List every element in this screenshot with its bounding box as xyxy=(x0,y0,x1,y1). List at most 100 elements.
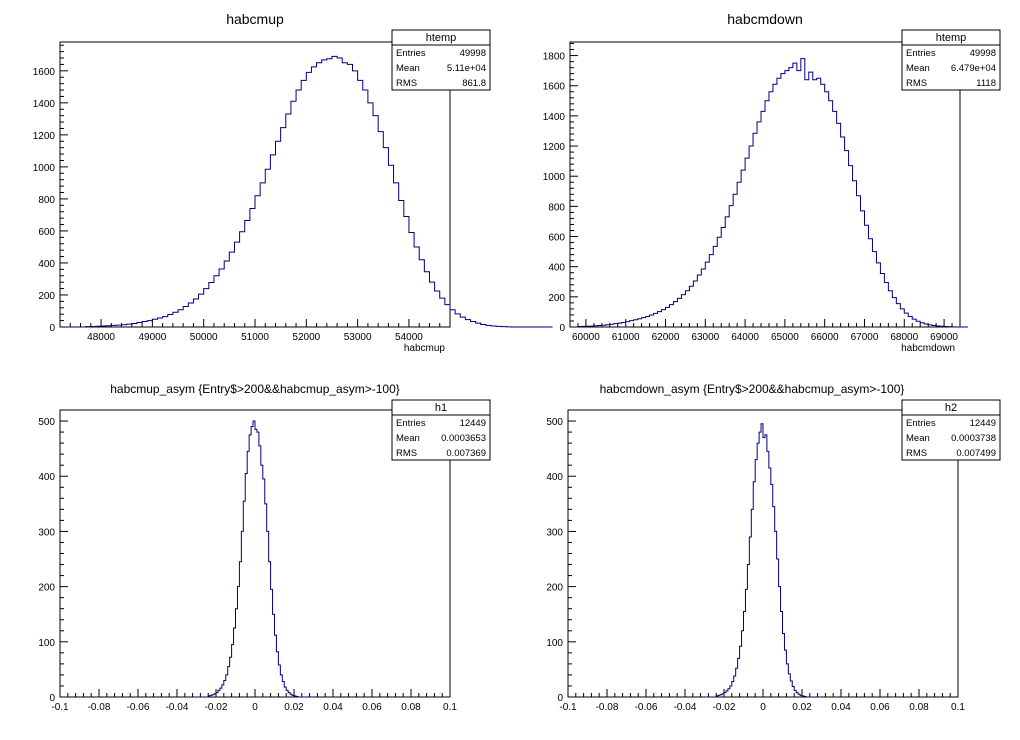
stats-label: Entries xyxy=(906,48,936,59)
stats-box-frame xyxy=(901,29,1001,91)
y-tick-label: 200 xyxy=(38,291,55,302)
x-tick-label: 0.1 xyxy=(951,702,965,713)
stats-value: 0.0003738 xyxy=(951,433,996,444)
x-tick-label: 0.04 xyxy=(323,702,343,713)
y-tick-label: 1400 xyxy=(543,112,566,123)
y-tick-label: 1200 xyxy=(543,142,566,153)
x-tick-label: 49000 xyxy=(138,332,166,343)
stats-label: Entries xyxy=(396,48,426,59)
y-tick-label: 1800 xyxy=(543,52,566,63)
x-tick-label: 69000 xyxy=(930,332,958,343)
stats-name: h1 xyxy=(435,402,447,414)
plot-frame xyxy=(569,41,961,328)
x-tick-label: 0.08 xyxy=(909,702,929,713)
y-tick-label: 1000 xyxy=(33,163,56,174)
histogram-line xyxy=(60,55,553,328)
x-tick-label: 66000 xyxy=(811,332,839,343)
y-tick-label: 800 xyxy=(38,195,55,206)
x-tick-label: 54000 xyxy=(395,332,423,343)
y-tick-label: 200 xyxy=(548,293,565,304)
y-tick-label: 800 xyxy=(548,202,565,213)
stats-box: h1 Entries 12449 Mean 0.0003653 RMS 0.007369 xyxy=(391,399,491,461)
stats-label: Mean xyxy=(906,433,930,444)
x-tick-label: -0.04 xyxy=(674,702,697,713)
stats-value: 12449 xyxy=(970,418,996,429)
chart-panel-4: habcmdown_asym {Entry$>200&&habcmup_asym… xyxy=(546,382,1001,713)
stats-label: RMS xyxy=(906,78,927,89)
y-tick-label: 400 xyxy=(38,259,55,270)
y-tick-label: 600 xyxy=(548,233,565,244)
x-tick-label: -0.02 xyxy=(713,702,736,713)
y-tick-label: 500 xyxy=(38,417,55,428)
histogram-line xyxy=(570,58,968,328)
stats-value: 1118 xyxy=(976,78,996,89)
x-tick-label: 0.06 xyxy=(870,702,890,713)
chart-title: habcmup_asym {Entry$>200&&habcmup_asym>-… xyxy=(110,382,400,396)
chart-panel-3: habcmup_asym {Entry$>200&&habcmup_asym>-… xyxy=(38,382,491,713)
x-tick-label: 62000 xyxy=(652,332,680,343)
stats-box-frame xyxy=(391,399,491,461)
stats-name: h2 xyxy=(945,402,957,414)
x-tick-label: -0.04 xyxy=(166,702,189,713)
chart-title: habcmdown xyxy=(727,11,803,27)
y-tick-label: 600 xyxy=(38,227,55,238)
y-tick-label: 0 xyxy=(49,323,55,334)
histogram-line xyxy=(196,420,314,698)
chart-title: habcmup xyxy=(226,11,284,27)
y-tick-label: 0 xyxy=(559,323,565,334)
y-tick-label: 100 xyxy=(546,638,563,649)
x-tick-label: 0.06 xyxy=(362,702,382,713)
y-tick-label: 500 xyxy=(546,417,563,428)
histogram-line xyxy=(704,423,822,698)
y-tick-label: 1200 xyxy=(33,131,56,142)
x-tick-label: -0.1 xyxy=(559,702,577,713)
y-tick-label: 200 xyxy=(38,583,55,594)
stats-value: 0.007369 xyxy=(446,448,486,459)
x-axis-label: habcmdown xyxy=(901,343,955,354)
stats-value: 12449 xyxy=(460,418,486,429)
stats-label: RMS xyxy=(396,448,417,459)
stats-label: RMS xyxy=(906,448,927,459)
x-tick-label: 61000 xyxy=(612,332,640,343)
x-tick-label: -0.08 xyxy=(88,702,111,713)
y-tick-label: 1600 xyxy=(33,67,56,78)
stats-box: h2 Entries 12449 Mean 0.0003738 RMS 0.007499 xyxy=(901,399,1001,461)
y-tick-label: 300 xyxy=(546,527,563,538)
x-tick-label: -0.02 xyxy=(205,702,228,713)
chart-panel-1: habcmup 0 200 400 600 800 1000 1200 1400 1600 4800… xyxy=(33,11,553,354)
y-tick-label: 0 xyxy=(49,693,55,704)
x-tick-label: 64000 xyxy=(731,332,759,343)
x-tick-label: 0.04 xyxy=(831,702,851,713)
stats-box-frame xyxy=(391,29,491,91)
stats-name: htemp xyxy=(936,32,967,44)
y-tick-label: 0 xyxy=(557,693,563,704)
plot-frame xyxy=(567,409,959,698)
x-tick-label: 0.02 xyxy=(284,702,304,713)
y-tick-label: 1400 xyxy=(33,99,56,110)
stats-label: Entries xyxy=(906,418,936,429)
stats-label: Mean xyxy=(396,433,420,444)
stats-label: Entries xyxy=(396,418,426,429)
x-tick-label: 0.08 xyxy=(401,702,421,713)
x-tick-label: 0 xyxy=(760,702,766,713)
x-tick-label: 0.1 xyxy=(443,702,457,713)
chart-panel-2: habcmdown 0 200 400 600 800 1000 1200 1400 1600 18… xyxy=(543,11,1001,354)
y-tick-label: 300 xyxy=(38,527,55,538)
y-tick-label: 1600 xyxy=(543,82,566,93)
x-tick-label: 51000 xyxy=(241,332,269,343)
x-tick-label: 52000 xyxy=(292,332,320,343)
y-tick-label: 400 xyxy=(38,472,55,483)
stats-value: 49998 xyxy=(460,48,486,59)
stats-label: Mean xyxy=(396,63,420,74)
stats-box-frame xyxy=(901,399,1001,461)
stats-name: htemp xyxy=(426,32,457,44)
x-tick-label: 53000 xyxy=(344,332,372,343)
stats-value: 49998 xyxy=(970,48,996,59)
x-axis-label: habcmup xyxy=(404,343,446,354)
stats-value: 861.8 xyxy=(462,78,486,89)
stats-label: RMS xyxy=(396,78,417,89)
chart-title: habcmdown_asym {Entry$>200&&habcmup_asym… xyxy=(600,382,905,396)
x-tick-label: 50000 xyxy=(190,332,218,343)
x-tick-label: 0 xyxy=(252,702,258,713)
